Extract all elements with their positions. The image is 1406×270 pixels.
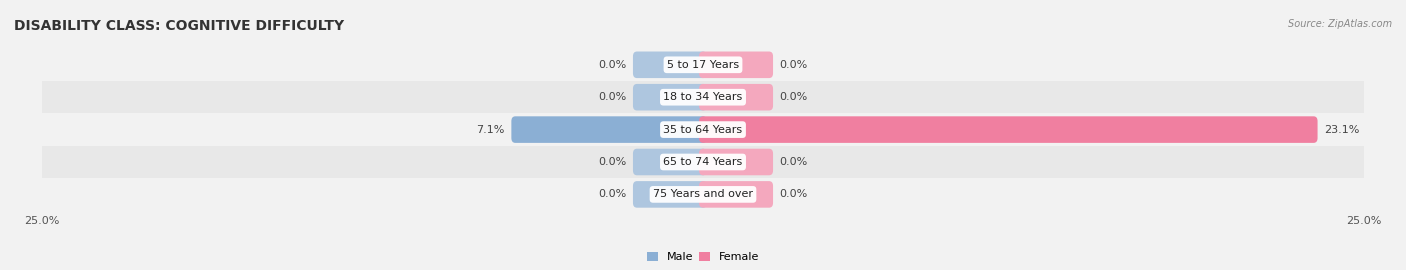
- Text: 75 Years and over: 75 Years and over: [652, 189, 754, 200]
- Text: 18 to 34 Years: 18 to 34 Years: [664, 92, 742, 102]
- Text: 65 to 74 Years: 65 to 74 Years: [664, 157, 742, 167]
- FancyBboxPatch shape: [633, 149, 707, 175]
- Text: 0.0%: 0.0%: [780, 60, 808, 70]
- Bar: [42, 146, 1364, 178]
- FancyBboxPatch shape: [699, 149, 773, 175]
- FancyBboxPatch shape: [699, 52, 773, 78]
- FancyBboxPatch shape: [633, 84, 707, 110]
- Text: 35 to 64 Years: 35 to 64 Years: [664, 124, 742, 135]
- Text: 0.0%: 0.0%: [598, 60, 626, 70]
- Text: 0.0%: 0.0%: [598, 157, 626, 167]
- Text: 5 to 17 Years: 5 to 17 Years: [666, 60, 740, 70]
- FancyBboxPatch shape: [699, 84, 773, 110]
- Text: 23.1%: 23.1%: [1324, 124, 1360, 135]
- Bar: [42, 81, 1364, 113]
- Text: 0.0%: 0.0%: [780, 157, 808, 167]
- Bar: [42, 113, 1364, 146]
- Text: Source: ZipAtlas.com: Source: ZipAtlas.com: [1288, 19, 1392, 29]
- FancyBboxPatch shape: [512, 116, 707, 143]
- FancyBboxPatch shape: [633, 181, 707, 208]
- Text: 0.0%: 0.0%: [780, 92, 808, 102]
- Text: DISABILITY CLASS: COGNITIVE DIFFICULTY: DISABILITY CLASS: COGNITIVE DIFFICULTY: [14, 19, 344, 33]
- Text: 0.0%: 0.0%: [598, 92, 626, 102]
- Bar: [42, 49, 1364, 81]
- FancyBboxPatch shape: [633, 52, 707, 78]
- Legend: Male, Female: Male, Female: [643, 247, 763, 266]
- Text: 7.1%: 7.1%: [477, 124, 505, 135]
- Text: 0.0%: 0.0%: [780, 189, 808, 200]
- FancyBboxPatch shape: [699, 181, 773, 208]
- FancyBboxPatch shape: [699, 116, 1317, 143]
- Bar: [42, 178, 1364, 211]
- Text: 0.0%: 0.0%: [598, 189, 626, 200]
